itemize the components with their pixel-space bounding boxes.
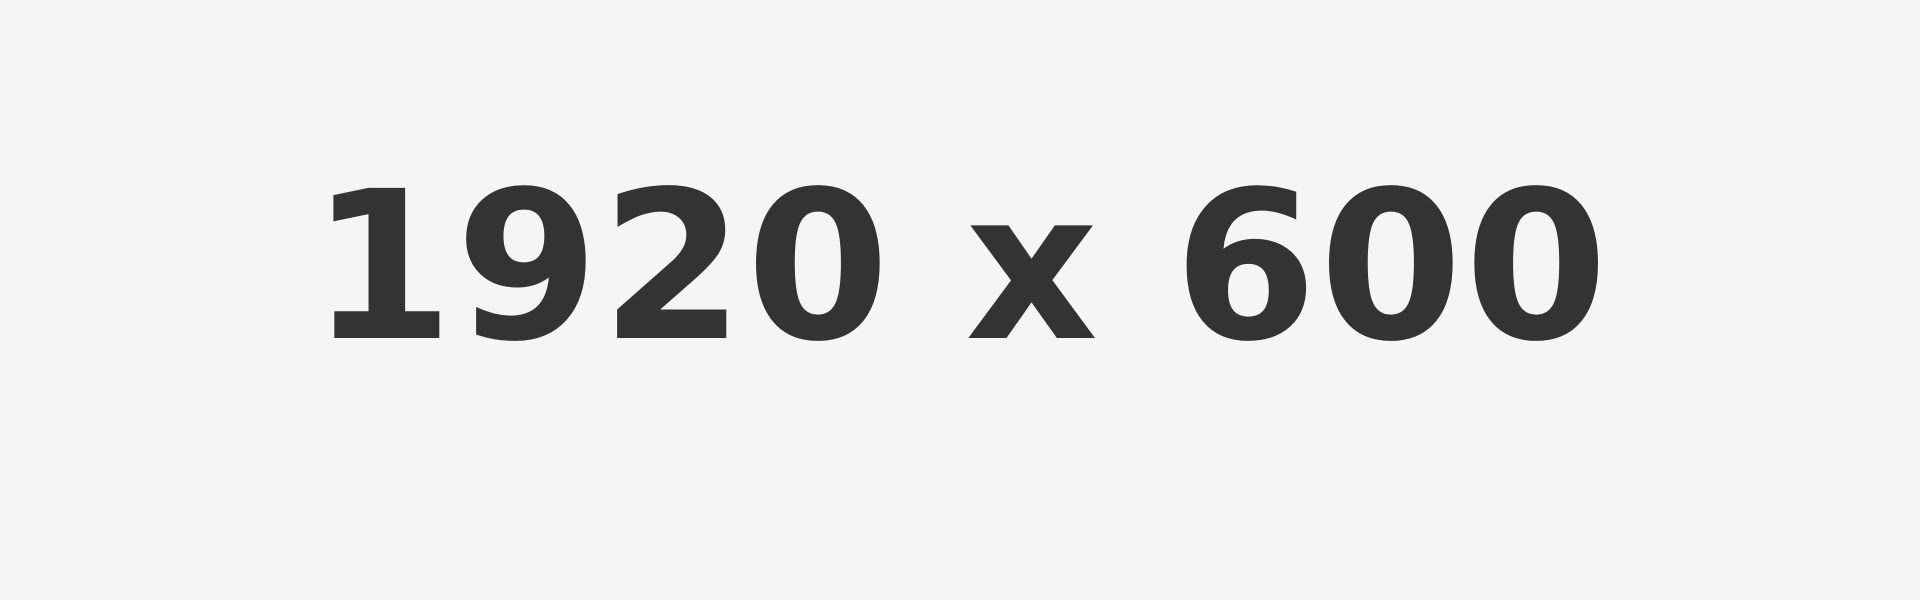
dimension-label: 1920 x 600 bbox=[310, 147, 1610, 387]
